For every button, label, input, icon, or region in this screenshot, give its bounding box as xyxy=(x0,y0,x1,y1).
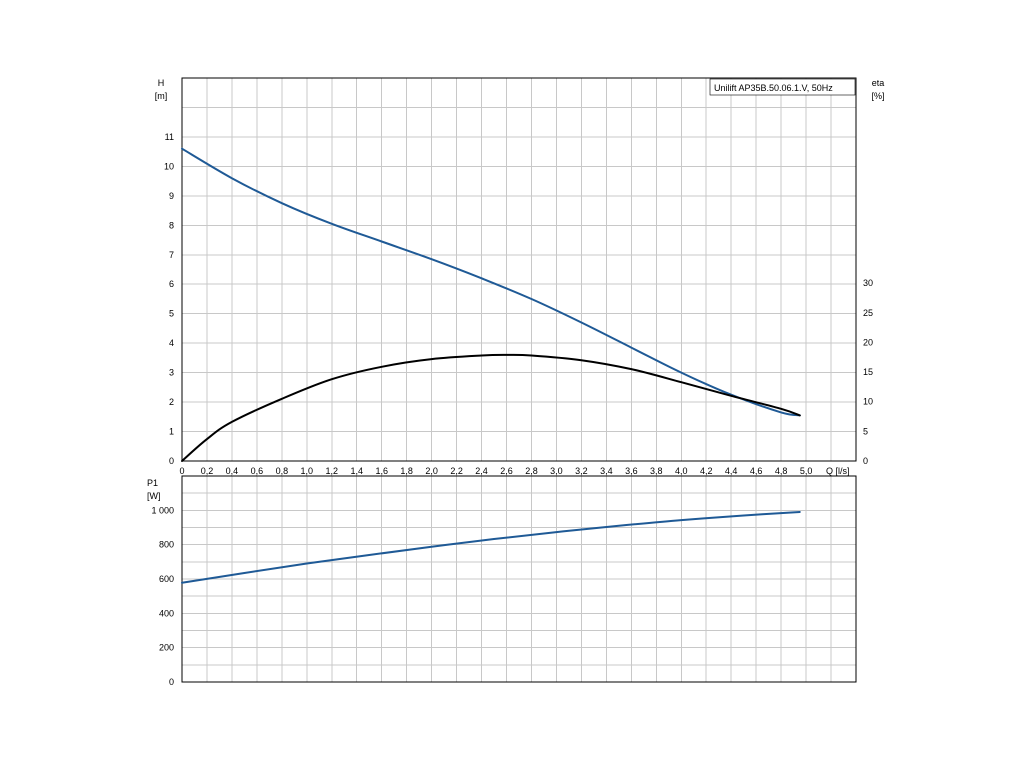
power-curve xyxy=(181,511,801,584)
x-tick-label: 1,4 xyxy=(350,466,363,476)
head-curve xyxy=(181,147,801,417)
x-tick-label: 4,0 xyxy=(675,466,688,476)
y-left-tick-label: 9 xyxy=(169,191,174,201)
head-efficiency-plot-frame xyxy=(181,77,857,462)
y-left-tick-label: 6 xyxy=(169,279,174,289)
legend-model-name: Unilift AP35B.50.06.1.V, 50Hz xyxy=(714,83,833,93)
legend-box xyxy=(709,78,856,96)
x-tick-label: 0,2 xyxy=(201,466,214,476)
power-y-tick-label: 800 xyxy=(159,540,174,550)
power-y-tick-label: 400 xyxy=(159,608,174,618)
y-left-label-line2: [m] xyxy=(155,91,168,101)
x-tick-label: 2,4 xyxy=(475,466,488,476)
power-y-tick-label: 600 xyxy=(159,574,174,584)
y-right-tick-label: 15 xyxy=(863,367,873,377)
power-y-label-line1: P1 xyxy=(147,478,158,488)
x-tick-label: 0,4 xyxy=(226,466,239,476)
x-tick-label: 2,0 xyxy=(425,466,438,476)
power-series xyxy=(181,511,801,584)
x-tick-label: 1,0 xyxy=(301,466,314,476)
y-left-tick-label: 1 xyxy=(169,427,174,437)
y-right-tick-label: 10 xyxy=(863,397,873,407)
y-right-label-line1: eta xyxy=(872,78,885,88)
y-right-tick-label: 20 xyxy=(863,337,873,347)
y-left-tick-label: 8 xyxy=(169,220,174,230)
x-tick-label: 3,4 xyxy=(600,466,613,476)
power-y-tick-label: 1 000 xyxy=(151,505,174,515)
x-tick-label: 3,8 xyxy=(650,466,663,476)
power-plot-frame xyxy=(181,475,857,683)
y-left-label-line1: H xyxy=(158,78,165,88)
x-tick-label: 1,8 xyxy=(400,466,413,476)
y-left-tick-label: 0 xyxy=(169,456,174,466)
y-right-tick-label: 30 xyxy=(863,278,873,288)
y-left-tick-label: 2 xyxy=(169,397,174,407)
y-right-tick-label: 25 xyxy=(863,308,873,318)
x-tick-label: 0 xyxy=(179,466,184,476)
power-y-tick-label: 200 xyxy=(159,643,174,653)
x-tick-label: 5,0 xyxy=(800,466,813,476)
x-tick-label: 2,2 xyxy=(450,466,463,476)
axis-tick-labels: 0 0,2 0,4 0,6 0,8 1,0 1,2 1,4 1,6 1,8 2,0 2,2 2,4 2,6… xyxy=(151,132,873,687)
x-tick-label: 1,2 xyxy=(326,466,339,476)
y-left-tick-label: 10 xyxy=(164,161,174,171)
x-tick-label: 3,2 xyxy=(575,466,588,476)
x-tick-label: 3,0 xyxy=(550,466,563,476)
x-tick-label: 2,8 xyxy=(525,466,538,476)
power-y-label-line2: [W] xyxy=(147,491,161,501)
y-right-label-line2: [%] xyxy=(871,91,884,101)
y-right-tick-label: 0 xyxy=(863,456,868,466)
x-tick-label: 4,4 xyxy=(725,466,738,476)
y-left-tick-label: 7 xyxy=(169,250,174,260)
x-tick-label: 4,2 xyxy=(700,466,713,476)
head-efficiency-series xyxy=(181,147,801,462)
x-tick-label: 4,8 xyxy=(775,466,788,476)
y-left-tick-label: 11 xyxy=(165,132,174,142)
y-left-tick-label: 4 xyxy=(169,338,174,348)
x-axis-label: Q [l/s] xyxy=(826,466,850,476)
head-efficiency-grid xyxy=(182,78,856,461)
x-tick-label: 3,6 xyxy=(625,466,638,476)
efficiency-curve xyxy=(181,353,801,462)
power-y-tick-label: 0 xyxy=(169,677,174,687)
x-tick-label: 0,6 xyxy=(251,466,264,476)
y-left-tick-label: 3 xyxy=(169,368,174,378)
x-tick-label: 2,6 xyxy=(500,466,513,476)
power-grid xyxy=(182,476,856,682)
x-tick-label: 4,6 xyxy=(750,466,763,476)
x-tick-label: 0,8 xyxy=(276,466,289,476)
y-right-tick-label: 5 xyxy=(863,426,868,436)
x-tick-label: 1,6 xyxy=(375,466,388,476)
y-left-tick-label: 5 xyxy=(169,309,174,319)
